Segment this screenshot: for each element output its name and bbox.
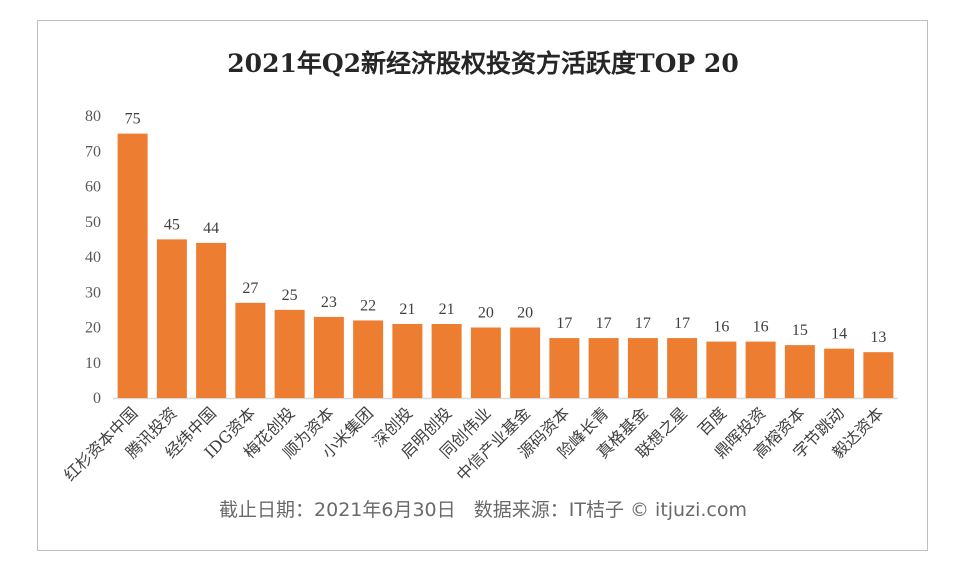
y-axis: 0 10 20 30 40 50 60 70 80	[85, 108, 101, 407]
data-label: 21	[439, 301, 455, 318]
bar	[274, 309, 305, 398]
data-label: 22	[360, 297, 376, 314]
bar	[392, 323, 423, 398]
y-tick-label: 50	[85, 214, 101, 231]
bar	[549, 338, 580, 398]
x-axis: 红杉资本中国腾讯投资经纬中国IDG资本梅花创投顺为资本小米集团深创投启明创投同创…	[60, 403, 887, 484]
y-tick-label: 40	[85, 249, 101, 266]
data-label: 25	[282, 287, 298, 304]
bar	[863, 352, 894, 398]
chart-frame	[37, 20, 928, 551]
bar	[706, 341, 737, 398]
data-label: 13	[870, 329, 886, 346]
chart-title: 2021年Q2新经济股权投资方活跃度TOP 20	[227, 49, 738, 78]
bar	[824, 348, 855, 398]
bar	[235, 302, 266, 398]
bar	[156, 239, 187, 398]
data-label: 16	[713, 319, 729, 336]
data-label: 20	[517, 305, 533, 322]
data-label: 23	[321, 294, 337, 311]
data-label: 44	[203, 220, 219, 237]
bars: 75 45 44 27 25 23 22 21 21 20 20 17 17 17 17 16 16 15 14 13	[117, 111, 894, 398]
data-label: 75	[125, 111, 141, 128]
bar	[431, 323, 462, 398]
y-tick-label: 20	[85, 320, 101, 337]
data-label: 17	[635, 315, 651, 332]
bar	[313, 316, 344, 398]
data-label: 20	[478, 305, 494, 322]
bar	[627, 338, 658, 398]
y-tick-label: 60	[85, 179, 101, 196]
data-label: 14	[831, 326, 847, 343]
bar	[745, 341, 776, 398]
data-label: 17	[596, 315, 612, 332]
data-label: 21	[399, 301, 415, 318]
bar	[353, 320, 384, 398]
bar	[196, 242, 227, 398]
y-tick-label: 10	[85, 355, 101, 372]
y-tick-label: 0	[93, 390, 101, 407]
data-label: 17	[556, 315, 572, 332]
y-tick-label: 30	[85, 284, 101, 301]
bar	[667, 338, 698, 398]
bar	[588, 338, 619, 398]
y-tick-label: 70	[85, 143, 101, 160]
data-label: 17	[674, 315, 690, 332]
bar	[470, 327, 501, 398]
data-label: 16	[753, 319, 769, 336]
y-tick-label: 80	[85, 108, 101, 125]
bar	[784, 345, 815, 398]
footnote: 截止日期：2021年6月30日 数据来源：IT桔子 © itjuzi.com	[219, 499, 747, 521]
data-label: 45	[164, 216, 180, 233]
bar	[117, 133, 148, 398]
data-label: 27	[242, 280, 258, 297]
bar	[510, 327, 541, 398]
data-label: 15	[792, 322, 808, 339]
